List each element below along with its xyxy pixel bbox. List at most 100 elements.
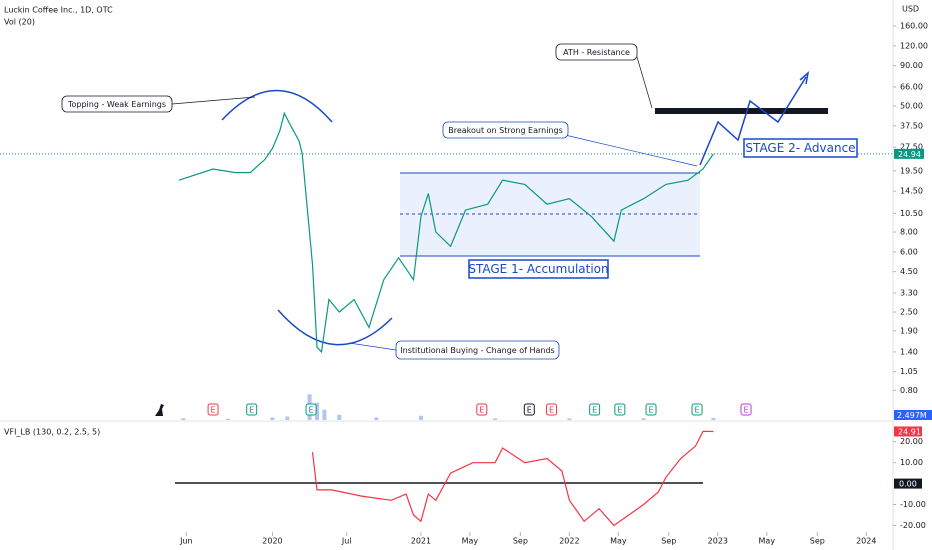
y-tick-label: 10.50 bbox=[900, 209, 923, 218]
earnings-label: E bbox=[592, 406, 597, 415]
y-tick-label: 1.90 bbox=[900, 326, 918, 335]
logo bbox=[155, 404, 164, 416]
earnings-label: E bbox=[695, 406, 700, 415]
volume-label: Vol (20) bbox=[4, 18, 35, 27]
volume-tag bbox=[894, 410, 932, 420]
y-tick-label: 2.50 bbox=[900, 308, 918, 317]
y-tick-label: 1.05 bbox=[900, 367, 918, 376]
earnings-label: E bbox=[249, 406, 254, 415]
last-price-label: 24.94 bbox=[898, 150, 921, 159]
annotation-box bbox=[468, 259, 609, 279]
annotation-box bbox=[555, 43, 638, 61]
volume-bar bbox=[270, 417, 275, 420]
price-line bbox=[311, 430, 714, 527]
symbol-title: Luckin Coffee Inc., 1D, OTC bbox=[4, 6, 113, 15]
earnings-label: E bbox=[648, 406, 653, 415]
volume-bar bbox=[374, 417, 379, 420]
y-tick-label: 90.00 bbox=[900, 61, 923, 70]
annotation: ATH - Resistance bbox=[563, 48, 630, 57]
y-tick-label: 20.00 bbox=[900, 437, 923, 446]
y-tick-label: 160.00 bbox=[900, 22, 928, 31]
annotation-box bbox=[61, 95, 173, 113]
x-tick-label: Sep bbox=[810, 537, 825, 546]
y-tick-label: 37.50 bbox=[900, 121, 923, 130]
y-tick-label: -20.00 bbox=[900, 521, 926, 530]
currency: USD bbox=[902, 5, 919, 14]
callout-line bbox=[636, 56, 653, 109]
volume-bar bbox=[567, 418, 572, 420]
y-tick-label: 10.00 bbox=[900, 458, 923, 467]
y-tick-label: 0.80 bbox=[900, 386, 918, 395]
volume-bar bbox=[315, 402, 319, 420]
y-tick-label: 19.50 bbox=[900, 166, 923, 175]
volume-bar bbox=[181, 418, 186, 420]
ath-resistance-bar bbox=[655, 108, 828, 114]
x-tick-label: May bbox=[610, 537, 627, 546]
x-tick-label: Sep bbox=[661, 537, 676, 546]
annotation: STAGE 2- Advance bbox=[745, 141, 855, 155]
earnings-marker bbox=[740, 403, 752, 416]
projection-arrowhead bbox=[799, 71, 810, 85]
earnings-marker bbox=[246, 403, 258, 416]
x-tick-label: Jun bbox=[179, 537, 193, 546]
y-tick-label: 120.00 bbox=[900, 41, 928, 50]
earnings-marker bbox=[691, 403, 703, 416]
earnings-label: E bbox=[743, 406, 748, 415]
y-tick-label: 27.50 bbox=[900, 143, 923, 152]
zero-tag-label: 0.00 bbox=[899, 480, 917, 489]
y-tick-label: 6.00 bbox=[900, 247, 918, 256]
y-tick-label: 1.40 bbox=[900, 347, 918, 356]
x-tick-label: May bbox=[462, 537, 479, 546]
y-tick-label: 8.00 bbox=[900, 228, 918, 237]
topping-arc bbox=[221, 89, 333, 123]
vfi-tag bbox=[894, 426, 922, 437]
volume-bar bbox=[322, 409, 327, 420]
volume-bar bbox=[418, 415, 423, 420]
x-tick-label: 2022 bbox=[559, 537, 579, 546]
x-tick-label: May bbox=[759, 537, 776, 546]
earnings-marker bbox=[476, 403, 488, 416]
x-tick-label: Jul bbox=[341, 537, 352, 546]
volume-bar bbox=[493, 418, 498, 420]
volume-bar bbox=[711, 417, 716, 420]
earnings-marker bbox=[546, 403, 558, 416]
earnings-marker bbox=[614, 403, 626, 416]
earnings-marker bbox=[589, 403, 601, 416]
earnings-label: E bbox=[617, 406, 622, 415]
vfi-tag-label: 24.91 bbox=[898, 427, 921, 436]
earnings-marker bbox=[523, 403, 535, 416]
y-tick-label: -10.00 bbox=[900, 500, 926, 509]
earnings-marker bbox=[305, 403, 317, 416]
x-tick-label: 2024 bbox=[856, 537, 876, 546]
annotation-box bbox=[743, 138, 858, 158]
y-tick-label: 66.00 bbox=[900, 82, 923, 91]
annotation-box bbox=[442, 121, 569, 139]
annotation: Institutional Buying - Change of Hands bbox=[400, 346, 554, 355]
indicator-title: VFI_LB (130, 0.2, 2.5, 5) bbox=[4, 428, 100, 437]
y-tick-label: 3.30 bbox=[900, 288, 918, 297]
y-tick-label: 14.50 bbox=[900, 187, 923, 196]
earnings-label: E bbox=[309, 406, 314, 415]
earnings-label: E bbox=[549, 406, 554, 415]
last-price-tag bbox=[894, 148, 924, 159]
zero-tag bbox=[894, 478, 922, 489]
volume-bar bbox=[225, 418, 230, 420]
x-tick-label: 2021 bbox=[411, 537, 431, 546]
x-tick-label: 2020 bbox=[262, 537, 282, 546]
annotation-box bbox=[395, 340, 560, 360]
earnings-marker bbox=[645, 403, 657, 416]
callout-line bbox=[348, 342, 397, 351]
x-tick-label: 2023 bbox=[708, 537, 728, 546]
callout-line bbox=[564, 134, 698, 167]
earnings-label: E bbox=[479, 406, 484, 415]
x-tick-label: Sep bbox=[513, 537, 528, 546]
projection-path bbox=[699, 76, 807, 166]
volume-bar bbox=[641, 418, 646, 420]
earnings-label: E bbox=[211, 406, 216, 415]
earnings-marker bbox=[207, 403, 219, 416]
volume-tag-label: 2.497M bbox=[897, 411, 927, 420]
callout-line bbox=[171, 96, 256, 105]
volume-bar bbox=[285, 416, 290, 420]
